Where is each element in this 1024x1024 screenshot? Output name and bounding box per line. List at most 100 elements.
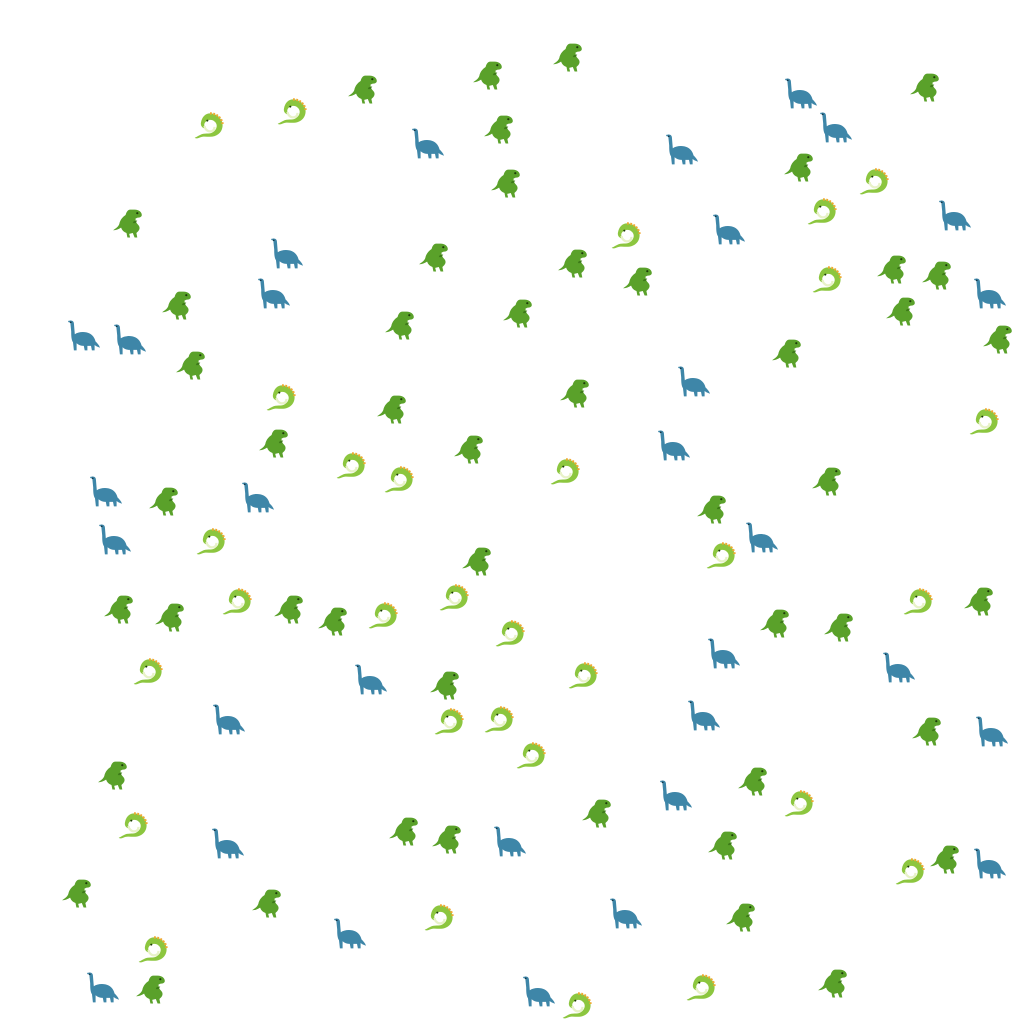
sauropod-icon [412,128,444,159]
dragon-icon [549,458,580,486]
dragon-icon [423,904,454,932]
trex-icon [62,879,91,908]
sauropod-icon [708,638,740,669]
trex-icon [430,671,459,700]
sauropod-icon [610,898,642,929]
dragon-icon [137,936,168,964]
trex-icon [877,255,906,284]
sauropod-icon [242,482,274,513]
sauropod-icon [271,238,303,269]
trex-icon [419,243,448,272]
trex-icon [136,975,165,1004]
sauropod-icon [87,972,119,1003]
sauropod-icon [746,522,778,553]
dragon-icon [276,98,307,126]
trex-icon [149,487,178,516]
trex-icon [726,903,755,932]
trex-icon [104,595,133,624]
sauropod-icon [99,524,131,555]
trex-icon [259,429,288,458]
trex-icon [503,299,532,328]
dragon-icon [195,528,226,556]
sauropod-icon [90,476,122,507]
sauropod-icon [976,716,1008,747]
dragon-icon [811,266,842,294]
trex-icon [582,799,611,828]
dragon-icon [567,662,598,690]
trex-icon [812,467,841,496]
sauropod-icon [212,828,244,859]
trex-icon [462,547,491,576]
dragon-icon [685,974,716,1002]
trex-icon [760,609,789,638]
trex-icon [553,43,582,72]
dragon-icon [561,992,592,1020]
trex-icon [784,153,813,182]
trex-icon [318,607,347,636]
sauropod-icon [785,78,817,109]
dragon-icon [433,708,464,736]
trex-icon [910,73,939,102]
trex-icon [274,595,303,624]
sauropod-icon [660,780,692,811]
sauropod-icon [939,200,971,231]
dragon-icon [483,706,514,734]
trex-icon [623,267,652,296]
sauropod-icon [68,320,100,351]
trex-icon [697,495,726,524]
trex-icon [155,603,184,632]
sauropod-icon [494,826,526,857]
sauropod-icon [883,652,915,683]
dragon-icon [367,602,398,630]
dragon-icon [117,812,148,840]
dragon-icon [705,542,736,570]
dragon-icon [902,588,933,616]
sauropod-icon [688,700,720,731]
trex-icon [385,311,414,340]
trex-icon [252,889,281,918]
dragon-icon [221,588,252,616]
dragon-icon [383,466,414,494]
trex-icon [886,297,915,326]
sauropod-icon [820,112,852,143]
trex-icon [922,261,951,290]
dragon-icon [193,112,224,140]
trex-icon [983,325,1012,354]
trex-icon [708,831,737,860]
sauropod-icon [974,278,1006,309]
trex-icon [454,435,483,464]
trex-icon [432,825,461,854]
trex-icon [772,339,801,368]
trex-icon [818,969,847,998]
trex-icon [377,395,406,424]
trex-icon [113,209,142,238]
dragon-icon [894,858,925,886]
trex-icon [560,379,589,408]
sauropod-icon [974,848,1006,879]
trex-icon [176,351,205,380]
dragon-icon [438,584,469,612]
trex-icon [484,115,513,144]
trex-icon [389,817,418,846]
dragon-icon [132,658,163,686]
dragon-icon [494,620,525,648]
sauropod-icon [213,704,245,735]
trex-icon [930,845,959,874]
dragon-icon [806,198,837,226]
trex-icon [964,587,993,616]
trex-icon [348,75,377,104]
sauropod-icon [713,214,745,245]
dragon-icon [968,408,999,436]
dragon-icon [515,742,546,770]
sauropod-icon [114,324,146,355]
trex-icon [738,767,767,796]
trex-icon [491,169,520,198]
sauropod-icon [355,664,387,695]
sauropod-icon [334,918,366,949]
trex-icon [162,291,191,320]
dragon-icon [335,452,366,480]
trex-icon [912,717,941,746]
sauropod-icon [658,430,690,461]
sauropod-icon [523,976,555,1007]
